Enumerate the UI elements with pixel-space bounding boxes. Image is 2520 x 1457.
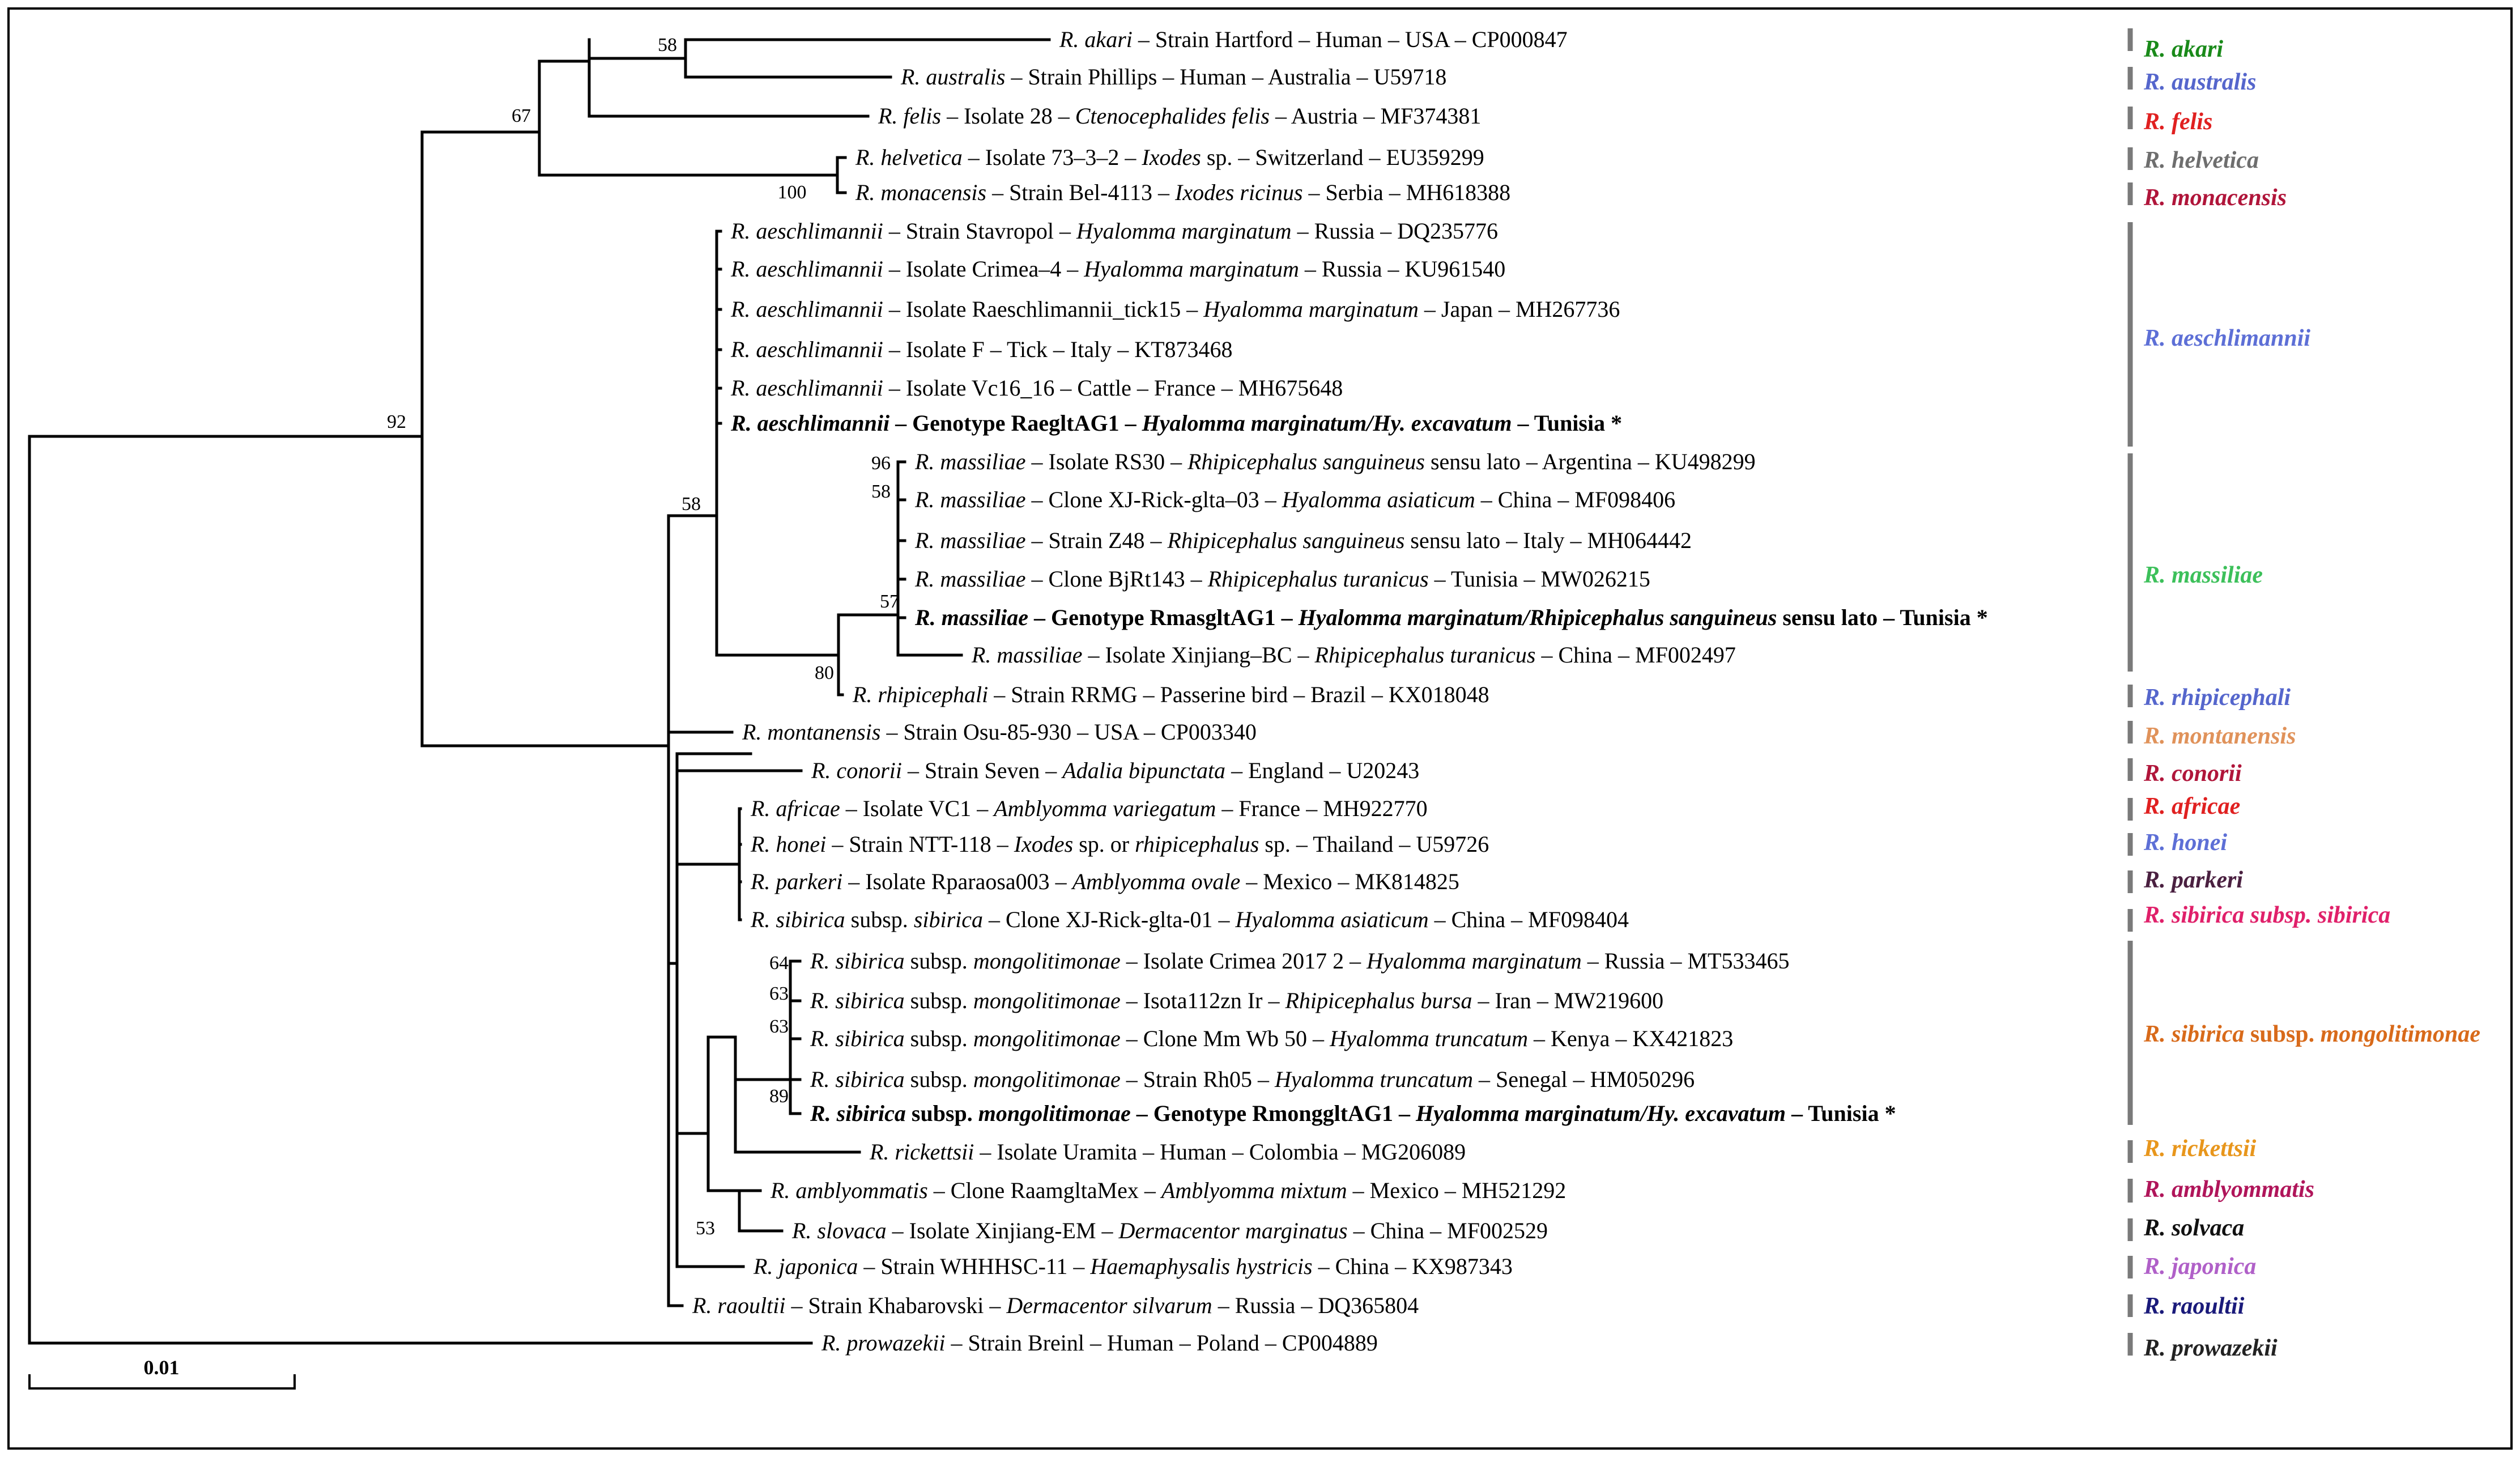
clade-label: R. parkeri bbox=[2143, 867, 2243, 893]
clade-label: R. raoultii bbox=[2143, 1293, 2245, 1319]
clade-label: R. akari bbox=[2143, 36, 2223, 62]
leaf-label: R. africae – Isolate VC1 – Amblyomma var… bbox=[750, 796, 1428, 821]
bootstrap-value: 92 bbox=[387, 411, 406, 432]
leaf-label: R. rhipicephali – Strain RRMG – Passerin… bbox=[852, 682, 1489, 707]
clade-label: R. sibirica subsp. mongolitimonae bbox=[2143, 1021, 2480, 1047]
scale-bar-line bbox=[28, 1374, 296, 1390]
scale-bar: 0.01 bbox=[28, 1356, 296, 1390]
clade-label: R. massiliae bbox=[2143, 562, 2263, 588]
leaf-label: R. slovaca – Isolate Xinjiang-EM – Derma… bbox=[791, 1218, 1548, 1243]
clade-label: R. conorii bbox=[2143, 761, 2242, 787]
clade-label: R. rickettsii bbox=[2143, 1136, 2257, 1162]
bootstrap-labels: 58 67 100 92 58 96 58 57 80 64 63 63 89 53 bbox=[387, 35, 899, 1239]
leaf-label: R. amblyommatis – Clone RaamgltaMex – Am… bbox=[770, 1178, 1566, 1203]
clade-label: R. rhipicephali bbox=[2143, 685, 2291, 711]
bootstrap-value: 89 bbox=[769, 1086, 789, 1107]
bootstrap-value: 57 bbox=[880, 591, 899, 612]
leaf-label: R. sibirica subsp. mongolitimonae – Geno… bbox=[810, 1101, 1896, 1126]
leaf-label: R. sibirica subsp. mongolitimonae – Isol… bbox=[810, 948, 1789, 974]
leaf-label: R. helvetica – Isolate 73–3–2 – Ixodes s… bbox=[855, 145, 1484, 170]
bootstrap-value: 80 bbox=[815, 662, 834, 683]
clade-label: R. sibirica subsp. sibirica bbox=[2143, 902, 2390, 928]
bootstrap-value: 67 bbox=[512, 105, 531, 126]
leaf-label: R. honei – Strain NTT-118 – Ixodes sp. o… bbox=[750, 831, 1489, 857]
clade-label: R. honei bbox=[2143, 830, 2227, 856]
clade-label: R. amblyommatis bbox=[2143, 1176, 2314, 1203]
tree-branches bbox=[28, 38, 1051, 1345]
leaf-label: R. sibirica subsp. sibirica – Clone XJ-R… bbox=[750, 907, 1629, 932]
bootstrap-value: 64 bbox=[769, 953, 789, 974]
leaf-label: R. aeschlimannii – Strain Stavropol – Hy… bbox=[730, 218, 1498, 244]
leaf-label: R. prowazekii – Strain Breinl – Human – … bbox=[821, 1330, 1378, 1356]
leaf-label: R. aeschlimannii – Isolate F – Tick – It… bbox=[730, 337, 1233, 362]
bootstrap-value: 58 bbox=[682, 494, 701, 515]
clade-label: R. montanensis bbox=[2143, 723, 2296, 749]
leaf-label: R. massiliae – Genotype RmasgltAG1 – Hya… bbox=[914, 605, 1988, 630]
leaf-label: R. sibirica subsp. mongolitimonae – Clon… bbox=[810, 1026, 1733, 1051]
clade-label: R. japonica bbox=[2143, 1254, 2256, 1280]
bootstrap-value: 100 bbox=[778, 182, 807, 203]
clade-label: R. australis bbox=[2143, 69, 2256, 95]
leaf-label: R. monacensis – Strain Bel-4113 – Ixodes… bbox=[855, 180, 1510, 205]
clade-label: R. felis bbox=[2143, 109, 2212, 135]
leaf-label: R. montanensis – Strain Osu-85-930 – USA… bbox=[742, 719, 1257, 745]
bootstrap-value: 63 bbox=[769, 1016, 789, 1037]
leaf-label: R. conorii – Strain Seven – Adalia bipun… bbox=[811, 758, 1419, 783]
clade-label: R. aeschlimannii bbox=[2143, 325, 2310, 351]
leaf-label: R. sibirica subsp. mongolitimonae – Isot… bbox=[810, 988, 1663, 1013]
leaf-label: R. australis – Strain Phillips – Human –… bbox=[900, 64, 1446, 90]
scale-bar-label: 0.01 bbox=[144, 1356, 180, 1379]
leaf-label: R. massiliae – Strain Z48 – Rhipicephalu… bbox=[914, 528, 1692, 553]
bootstrap-value: 58 bbox=[658, 35, 677, 56]
leaf-label: R. aeschlimannii – Genotype RaegltAG1 – … bbox=[730, 410, 1622, 436]
clade-label: R. helvetica bbox=[2143, 147, 2259, 173]
leaf-label: R. massiliae – Isolate Xinjiang–BC – Rhi… bbox=[971, 642, 1736, 668]
leaf-labels: R. akari – Strain Hartford – Human – USA… bbox=[692, 27, 1988, 1356]
clade-annotations: R. akari R. australis R. felis R. helvetica… bbox=[2127, 28, 2480, 1361]
leaf-label: R. aeschlimannii – Isolate Raeschlimanni… bbox=[730, 296, 1620, 322]
clade-label: R. prowazekii bbox=[2143, 1335, 2278, 1361]
bootstrap-value: 53 bbox=[696, 1218, 715, 1239]
leaf-label: R. japonica – Strain WHHHSC-11 – Haemaph… bbox=[753, 1254, 1513, 1279]
leaf-label: R. aeschlimannii – Isolate Crimea–4 – Hy… bbox=[730, 256, 1505, 282]
leaf-label: R. aeschlimannii – Isolate Vc16_16 – Cat… bbox=[730, 375, 1343, 401]
bootstrap-value: 58 bbox=[871, 481, 891, 502]
clade-label: R. solvaca bbox=[2143, 1215, 2244, 1241]
leaf-label: R. massiliae – Clone BjRt143 – Rhipiceph… bbox=[914, 566, 1650, 592]
leaf-label: R. parkeri – Isolate Rparaosa003 – Ambly… bbox=[750, 869, 1459, 894]
clade-label: R. monacensis bbox=[2143, 185, 2287, 211]
leaf-label: R. rickettsii – Isolate Uramita – Human … bbox=[869, 1139, 1466, 1165]
bootstrap-value: 96 bbox=[871, 453, 891, 474]
leaf-label: R. akari – Strain Hartford – Human – USA… bbox=[1059, 27, 1568, 52]
leaf-label: R. sibirica subsp. mongolitimonae – Stra… bbox=[810, 1067, 1695, 1092]
leaf-label: R. raoultii – Strain Khabarovski – Derma… bbox=[692, 1293, 1419, 1318]
bootstrap-value: 63 bbox=[769, 983, 789, 1004]
figure-border bbox=[7, 7, 2513, 1450]
leaf-label: R. massiliae – Isolate RS30 – Rhipicepha… bbox=[914, 449, 1756, 474]
leaf-label: R. felis – Isolate 28 – Ctenocephalides … bbox=[878, 103, 1481, 129]
clade-label: R. africae bbox=[2143, 793, 2240, 819]
leaf-label: R. massiliae – Clone XJ-Rick-glta–03 – H… bbox=[914, 487, 1675, 512]
